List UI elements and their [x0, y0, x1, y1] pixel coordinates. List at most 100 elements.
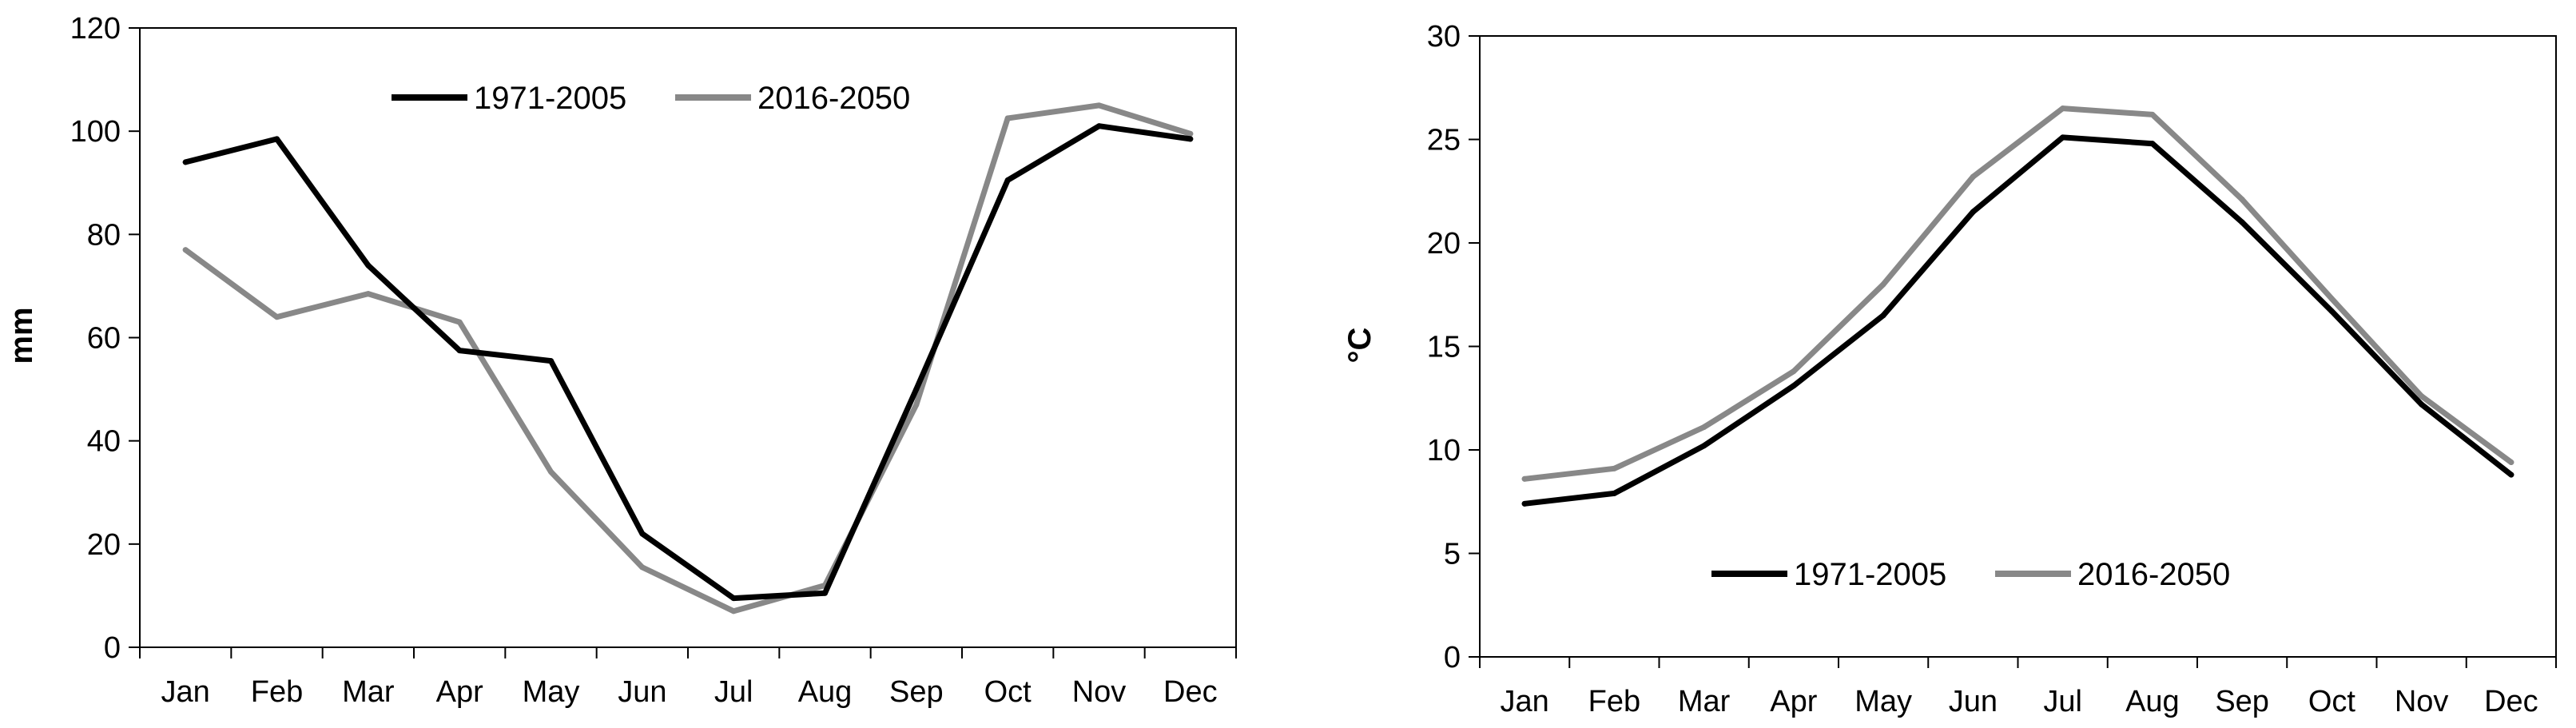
- x-tick-label: Dec: [1163, 675, 1218, 709]
- data-point: [2508, 471, 2514, 478]
- data-point: [730, 608, 737, 615]
- data-point: [1187, 136, 1194, 142]
- data-point: [365, 291, 372, 297]
- chart-2: 0 5 10 15 20 25 30 Jan Feb Mar Apr May Jun Jul Aug Sep O…: [1342, 20, 2557, 718]
- x-tick-label: Jul: [2043, 685, 2082, 718]
- data-point: [1004, 177, 1011, 184]
- data-point: [2239, 219, 2245, 225]
- x-tick-label: Jun: [1949, 685, 1998, 718]
- y-tick-label: 10: [1427, 434, 1461, 467]
- x-tick-label: Dec: [2484, 685, 2538, 718]
- data-point: [913, 386, 920, 392]
- data-point: [548, 468, 554, 475]
- data-point: [2508, 459, 2514, 466]
- series-line-1971-2005: [1521, 134, 2514, 507]
- x-tick-label: May: [1854, 685, 1912, 718]
- y-axis-title: mm: [4, 307, 39, 364]
- data-point: [1791, 383, 1797, 389]
- data-point: [1880, 312, 1886, 319]
- data-point: [1521, 500, 1528, 507]
- x-tick-label: Mar: [342, 675, 395, 709]
- y-tick-label: 0: [104, 631, 121, 665]
- legend: 1971-2005 2016-2050: [1711, 557, 2230, 592]
- x-tick-label: Feb: [1588, 685, 1640, 718]
- y-tick-label: 60: [87, 322, 121, 356]
- x-tick-label: Oct: [984, 675, 1032, 709]
- data-point: [2060, 105, 2066, 112]
- data-point: [730, 595, 737, 602]
- y-tick-label: 15: [1427, 331, 1461, 364]
- x-tick-label: Jul: [714, 675, 753, 709]
- data-point: [1004, 115, 1011, 121]
- y-tick-label: 80: [87, 218, 121, 252]
- data-point: [2419, 393, 2425, 400]
- plot-area: [1479, 35, 2557, 658]
- x-tick-label: Oct: [2308, 685, 2356, 718]
- y-tick-label: 120: [70, 12, 121, 46]
- x-tick-label: Feb: [251, 675, 303, 709]
- y-tick-label: 0: [1444, 641, 1461, 674]
- data-point: [2149, 141, 2156, 147]
- data-point: [1611, 490, 1617, 496]
- data-point: [1970, 173, 1976, 180]
- data-point: [913, 401, 920, 408]
- y-tick-label: 20: [87, 528, 121, 562]
- y-tick-label: 20: [1427, 227, 1461, 261]
- data-point: [456, 348, 463, 354]
- data-point: [1970, 209, 1976, 215]
- legend-label: 2016-2050: [2077, 557, 2230, 592]
- data-point: [1187, 130, 1194, 137]
- legend-label: 2016-2050: [757, 81, 910, 116]
- legend-label: 1971-2005: [474, 81, 626, 116]
- y-tick-label: 100: [70, 115, 121, 149]
- data-point: [456, 319, 463, 325]
- series-line-1971-2005: [182, 123, 1194, 602]
- x-tick-label: Nov: [2395, 685, 2449, 718]
- data-point: [274, 136, 280, 142]
- data-point: [2328, 308, 2335, 314]
- x-tick-label: Jan: [1500, 685, 1548, 718]
- y-tick-label: 5: [1444, 538, 1461, 571]
- data-point: [1611, 465, 1617, 471]
- y-tick-label: 40: [87, 425, 121, 459]
- plot-area: [139, 27, 1237, 648]
- chart-1: 0 20 40 60 80 100 120 Jan Feb Mar Apr May Jun Jul Aug S…: [4, 12, 1237, 709]
- data-point: [1791, 368, 1797, 375]
- data-point: [1880, 281, 1886, 288]
- series-line-2016-2050: [182, 102, 1194, 615]
- y-tick-label: 30: [1427, 20, 1461, 54]
- data-point: [639, 531, 646, 537]
- x-tick-label: Apr: [1770, 685, 1817, 718]
- data-point: [182, 159, 189, 165]
- data-point: [1096, 102, 1102, 109]
- data-point: [822, 590, 828, 596]
- data-point: [1701, 424, 1707, 431]
- data-point: [182, 247, 189, 253]
- data-point: [365, 262, 372, 269]
- x-tick-label: May: [523, 675, 580, 709]
- y-tick-label: 25: [1427, 124, 1461, 157]
- legend: 1971-2005 2016-2050: [392, 81, 910, 116]
- x-tick-label: Jan: [161, 675, 210, 709]
- x-tick-label: Mar: [1678, 685, 1731, 718]
- y-axis-title: °C: [1342, 328, 1377, 364]
- data-point: [639, 564, 646, 571]
- data-point: [548, 358, 554, 364]
- data-point: [2328, 296, 2335, 302]
- x-tick-label: Sep: [2215, 685, 2269, 718]
- data-point: [1096, 123, 1102, 129]
- x-tick-label: Aug: [798, 675, 853, 709]
- x-tick-label: Jun: [618, 675, 666, 709]
- data-point: [2419, 401, 2425, 408]
- series-line-2016-2050: [1521, 105, 2514, 482]
- x-tick-label: Sep: [889, 675, 944, 709]
- x-tick-label: Nov: [1072, 675, 1127, 709]
- data-point: [1521, 475, 1528, 482]
- x-tick-label: Apr: [436, 675, 483, 709]
- data-point: [2149, 111, 2156, 117]
- data-point: [2239, 197, 2245, 203]
- data-point: [2060, 134, 2066, 141]
- x-tick-label: Aug: [2125, 685, 2180, 718]
- data-point: [1701, 443, 1707, 449]
